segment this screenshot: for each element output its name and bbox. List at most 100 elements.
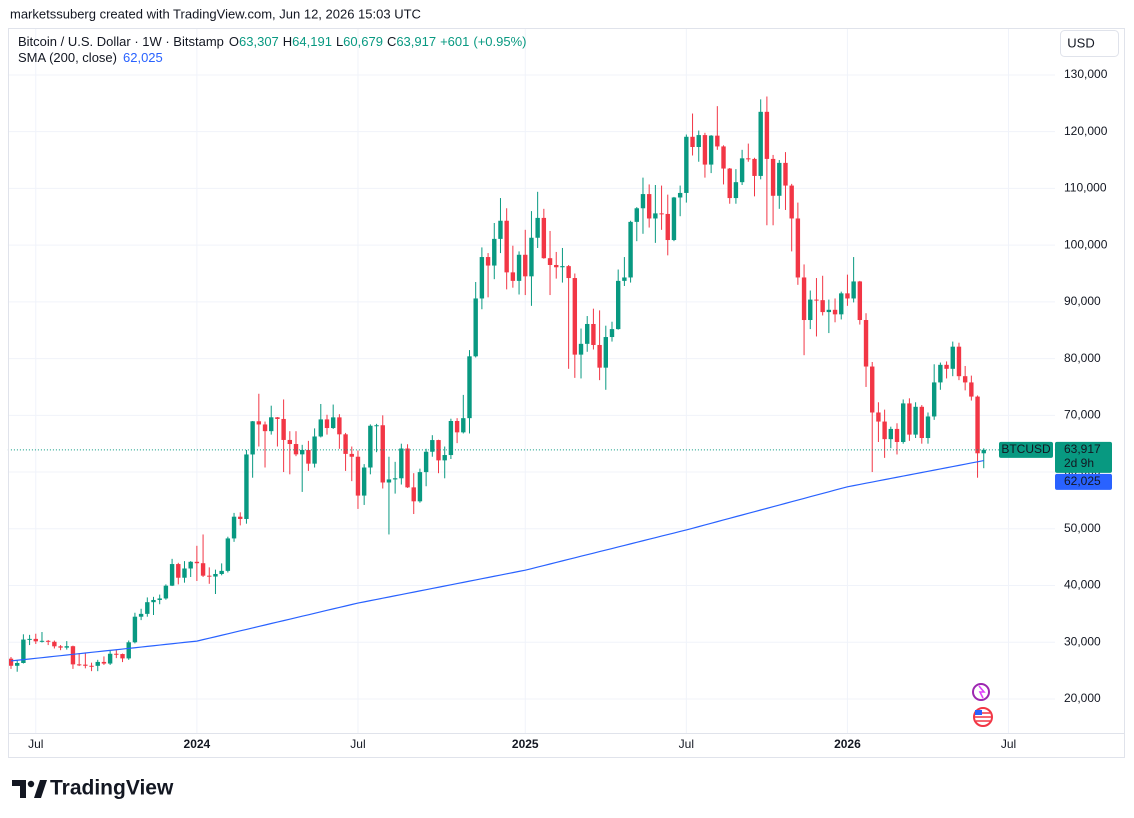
- candle-body: [919, 406, 924, 439]
- candle-body: [45, 640, 51, 642]
- currency-button[interactable]: [1060, 30, 1119, 57]
- sma-value: 62,025: [123, 50, 163, 65]
- candle-body: [157, 598, 162, 600]
- candle-body: [231, 516, 237, 539]
- candle-body: [708, 135, 714, 165]
- icon[interactable]: [972, 683, 990, 701]
- candle-body: [696, 135, 701, 147]
- candle-body: [659, 213, 664, 215]
- candle-body: [876, 412, 881, 422]
- legend-change: +601: [440, 34, 469, 49]
- y-tick-label: 50,000: [1064, 521, 1101, 535]
- candle-body: [733, 182, 739, 199]
- legend-value: 64,191: [292, 34, 332, 49]
- candle-body: [269, 417, 274, 432]
- candle-body: [207, 575, 212, 577]
- candle-body: [417, 472, 423, 502]
- candle-body: [646, 194, 652, 219]
- candle-body: [188, 561, 193, 569]
- candle-body: [52, 641, 57, 647]
- candle-body: [715, 135, 720, 147]
- candle-body: [863, 320, 869, 367]
- icon-glyph: [978, 685, 986, 699]
- x-tick-label: 2026: [834, 737, 861, 751]
- candle-body: [306, 449, 311, 464]
- candle-body: [516, 254, 522, 281]
- candle-body: [423, 451, 429, 473]
- attribution: marketssuberg created with TradingView.c…: [10, 6, 421, 21]
- candle-body: [572, 278, 578, 355]
- candle-body: [14, 662, 20, 666]
- plot: [7, 96, 1055, 672]
- candle-body: [467, 356, 472, 419]
- candle-body: [120, 654, 125, 659]
- candle-body: [510, 272, 516, 281]
- candle-body: [132, 616, 138, 643]
- candle-body: [126, 642, 131, 659]
- legend-value: 63,917: [396, 34, 436, 49]
- candle-body: [851, 281, 856, 299]
- candle-body: [479, 257, 485, 299]
- candle-body: [783, 162, 788, 186]
- candle-body: [931, 382, 937, 417]
- sma-tag: [1055, 473, 1112, 490]
- candle-body: [585, 323, 590, 344]
- candle-body: [461, 418, 466, 433]
- candle-body: [739, 158, 745, 183]
- candle-body: [814, 299, 819, 301]
- candle-body: [826, 309, 832, 313]
- candle-body: [262, 424, 268, 432]
- candle-body: [200, 563, 206, 576]
- candle-body: [702, 135, 708, 165]
- candle-body: [436, 440, 441, 461]
- price-tag-label: 63,917: [1064, 442, 1101, 456]
- toolbar-icons: [972, 683, 993, 727]
- candle-body: [374, 425, 379, 427]
- y-tick-label: 120,000: [1064, 124, 1108, 138]
- legend-key: C: [387, 34, 396, 49]
- candle-body: [194, 561, 200, 564]
- candle-body: [727, 168, 732, 199]
- logo-mark: [27, 780, 35, 788]
- candle-body: [690, 136, 695, 147]
- candle-body: [541, 217, 547, 259]
- symbol-tag: [999, 441, 1053, 458]
- candle-body: [293, 444, 299, 455]
- candle-body: [21, 639, 26, 663]
- price-tag: [1055, 441, 1112, 473]
- legend-line: Bitcoin / U.S. Dollar · 1W · Bitstamp O 63…: [18, 34, 527, 49]
- candle-body: [969, 382, 974, 397]
- y-tick-label: 90,000: [1064, 294, 1101, 308]
- candle-body: [820, 300, 825, 313]
- candle-body: [653, 213, 658, 219]
- candle-body: [801, 277, 807, 321]
- candle-body: [752, 158, 757, 176]
- candle-body: [578, 343, 584, 355]
- candle-body: [832, 309, 838, 315]
- candle-body: [8, 658, 14, 666]
- candle-body: [330, 417, 336, 429]
- logo-text: TradingView: [50, 777, 174, 800]
- candle-body: [355, 456, 361, 496]
- x-tick-label: Jul: [679, 737, 694, 751]
- candle-body: [250, 421, 255, 455]
- symbol-title: Bitcoin / U.S. Dollar · 1W · Bitstamp: [18, 34, 224, 49]
- candle-body: [925, 416, 931, 439]
- symbol-tag-label: BTCUSD: [1001, 442, 1051, 456]
- candle-body: [839, 293, 844, 315]
- candle-body: [343, 434, 348, 454]
- y-tick-label: 30,000: [1064, 634, 1101, 648]
- candle-body: [547, 258, 553, 265]
- candle-body: [405, 448, 410, 488]
- candle-body: [560, 266, 565, 268]
- candle-body: [913, 406, 918, 435]
- legend-key: O: [229, 34, 239, 49]
- y-tick-label: 100,000: [1064, 237, 1108, 251]
- candle-body: [182, 568, 187, 578]
- candle-body: [238, 516, 243, 519]
- candle-body: [225, 538, 231, 571]
- candle-body: [622, 277, 627, 281]
- logo: TradingView: [12, 777, 174, 800]
- candle-body: [671, 197, 677, 241]
